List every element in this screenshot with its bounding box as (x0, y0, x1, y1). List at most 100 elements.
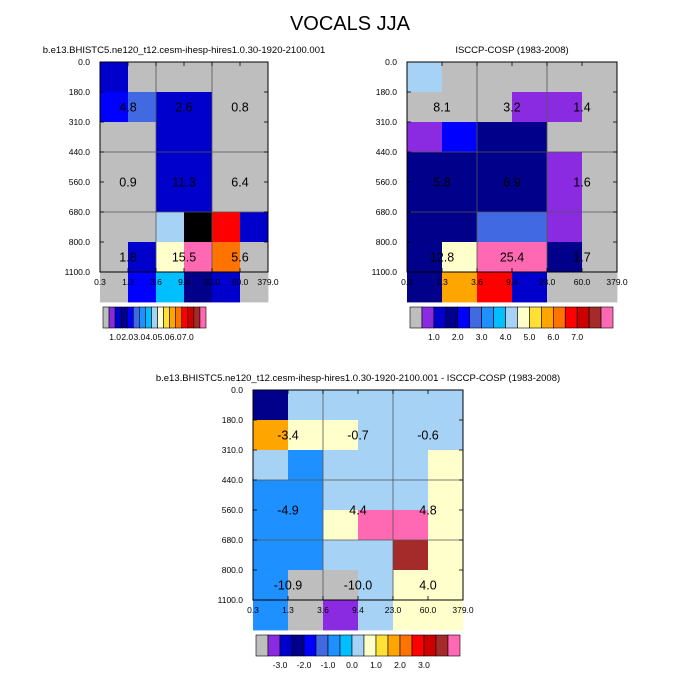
colorbar-label: 3.0 (133, 332, 145, 342)
colorbar-swatch (576, 306, 590, 329)
heatmap-cell (358, 480, 394, 511)
heatmap-cell (547, 92, 583, 123)
x-tick-label: 9.4 (506, 277, 518, 287)
heatmap-cell (358, 450, 394, 481)
heatmap-cell (288, 600, 324, 631)
colorbar-swatch (600, 306, 614, 329)
heatmap-cell (512, 242, 548, 273)
colorbar-label: -1.0 (321, 660, 336, 670)
heatmap-cell (407, 182, 443, 213)
box-value-label: -4.9 (277, 504, 299, 518)
y-tick-label: 440.0 (376, 147, 398, 157)
box-value-label: 1.8 (119, 251, 136, 265)
colorbar-swatch (267, 634, 281, 657)
colorbar-swatch (447, 634, 461, 657)
heatmap-cell (477, 272, 513, 303)
heatmap-cell (288, 450, 324, 481)
heatmap-cell (582, 62, 618, 93)
x-tick-label: 60.0 (232, 277, 249, 287)
heatmap-cell (358, 600, 394, 631)
colorbar-swatch (375, 634, 389, 657)
heatmap-cell (184, 272, 213, 303)
heatmap-cell (128, 62, 157, 93)
colorbar-label: -3.0 (273, 660, 288, 670)
heatmap-cell (477, 242, 513, 273)
heatmap-cell (358, 390, 394, 421)
heatmap-cell (184, 212, 213, 243)
heatmap-cell (212, 242, 241, 273)
heatmap-cell (358, 510, 394, 541)
heatmap-cell (212, 92, 241, 123)
heatmap-cell (512, 212, 548, 243)
heatmap-cell (428, 600, 464, 631)
colorbar-swatch (315, 634, 329, 657)
heatmap-cell (212, 152, 241, 183)
colorbar-swatch (327, 634, 341, 657)
colorbar-label: 6.0 (170, 332, 182, 342)
heatmap-cell (323, 480, 359, 511)
panel-model: b.e13.BHISTC5.ne120_t12.cesm-ihesp-hires… (43, 45, 326, 342)
heatmap-cell (184, 152, 213, 183)
y-tick-label: 1100.0 (372, 267, 398, 277)
heatmap-cell (582, 242, 618, 273)
heatmap-cell (477, 62, 513, 93)
heatmap-cell (512, 122, 548, 153)
heatmap-cell (407, 62, 443, 93)
x-tick-label: 23.0 (204, 277, 221, 287)
y-tick-label: 680.0 (376, 207, 398, 217)
heatmap-cell (428, 420, 464, 451)
heatmap-cell (240, 122, 269, 153)
heatmap-cell (128, 152, 157, 183)
heatmap-cell (442, 62, 478, 93)
heatmap-cell (240, 152, 269, 183)
heatmap-cell (100, 182, 129, 213)
colorbar-swatch (132, 306, 140, 329)
colorbar-label: 5.0 (158, 332, 170, 342)
heatmap-cell (407, 212, 443, 243)
heatmap-cell (547, 272, 583, 303)
y-tick-label: 0.0 (78, 57, 90, 67)
heatmap-cell (156, 212, 185, 243)
heatmap-cell (100, 62, 129, 93)
heatmap-cell (477, 212, 513, 243)
heatmap-cell (212, 272, 241, 303)
heatmap-cell (512, 62, 548, 93)
heatmap-cell (253, 480, 289, 511)
x-tick-label: 3.6 (317, 605, 329, 615)
heatmap-cell (128, 122, 157, 153)
heatmap-cell (582, 212, 618, 243)
x-tick-label: 23.0 (385, 605, 402, 615)
box-value-label: 5.8 (433, 176, 450, 190)
heatmap-cell (100, 272, 129, 303)
box-value-label: 6.9 (503, 176, 520, 190)
colorbar-label: 7.0 (182, 332, 194, 342)
heatmap-cell (442, 92, 478, 123)
y-tick-label: 800.0 (376, 237, 398, 247)
box-value-label: -0.7 (347, 429, 369, 443)
x-tick-label: 60.0 (574, 277, 591, 287)
heatmap-cell (128, 182, 157, 213)
colorbar-label: 5.0 (523, 332, 535, 342)
heatmap-cell (582, 272, 618, 303)
heatmap-cell (100, 122, 129, 153)
y-tick-label: 180.0 (222, 415, 244, 425)
heatmap-cell (128, 272, 157, 303)
colorbar-swatch (399, 634, 413, 657)
colorbar-swatch (163, 306, 170, 329)
heatmap-cell (407, 152, 443, 183)
colorbar-swatch (435, 634, 449, 657)
box-value-label: 6.4 (231, 176, 248, 190)
y-tick-label: 440.0 (222, 475, 244, 485)
colorbar-swatch (433, 306, 447, 329)
panel-observation: ISCCP-COSP (1983-2008) 0.3 1.3 3.6 9.4 23.0 60… (372, 45, 628, 342)
heatmap-cell (156, 122, 185, 153)
panel-difference: b.e13.BHISTC5.ne120_t12.cesm-ihesp-hires… (156, 373, 560, 670)
colorbar-swatch (151, 306, 158, 329)
colorbar-swatch (175, 306, 183, 329)
x-tick-label: 23.0 (539, 277, 556, 287)
box-value-label: 3.2 (503, 101, 520, 115)
colorbar-swatch (409, 306, 423, 329)
box-value-label: 8.1 (433, 101, 450, 115)
y-tick-label: 800.0 (69, 237, 91, 247)
heatmap-cell (184, 242, 213, 273)
